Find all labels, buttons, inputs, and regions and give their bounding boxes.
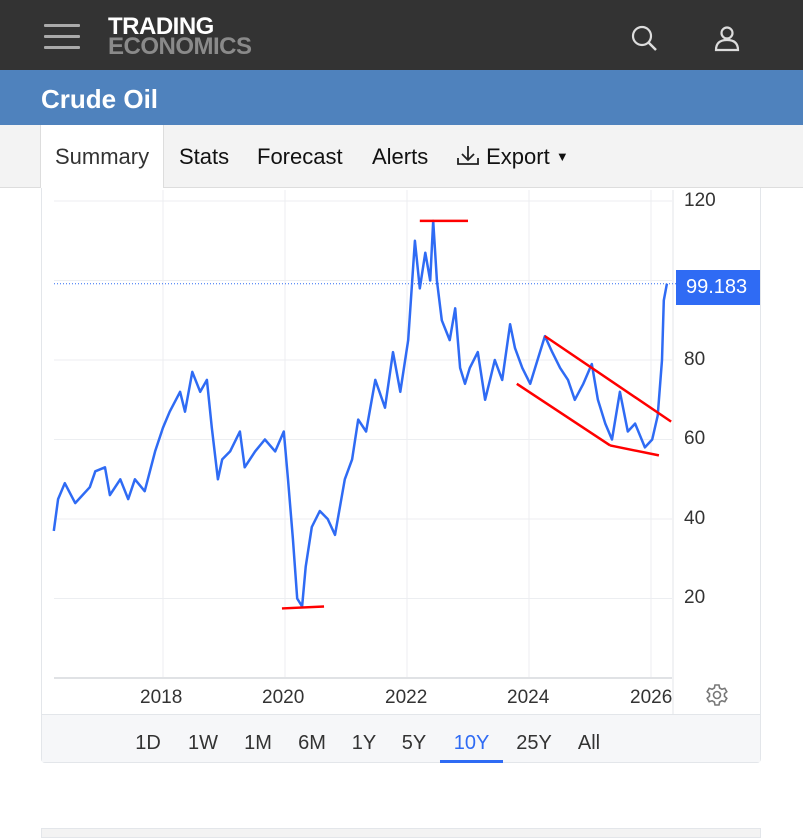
- red-trend-line: [609, 444, 660, 457]
- x-tick-label: 2022: [385, 687, 428, 708]
- range-5y[interactable]: 5Y: [401, 732, 427, 754]
- tab-summary[interactable]: Summary: [40, 125, 165, 188]
- range-all[interactable]: All: [577, 732, 601, 754]
- page-title: Crude Oil: [41, 84, 159, 114]
- tab-forecast[interactable]: Forecast: [257, 144, 343, 169]
- download-icon: [457, 146, 479, 165]
- tab-bar: Summary Stats Forecast Alerts Export ▼: [0, 125, 803, 188]
- chart-card: [41, 188, 761, 763]
- tab-export[interactable]: Export ▼: [442, 125, 583, 188]
- range-6m[interactable]: 6M: [298, 732, 326, 754]
- tab-alerts[interactable]: Alerts: [372, 144, 429, 169]
- red-level-line: [281, 605, 325, 610]
- logo-line1: TRADING: [108, 13, 214, 40]
- x-tick-label: 2018: [140, 687, 183, 708]
- range-10y[interactable]: 10Y: [440, 715, 503, 763]
- y-tick-label: 80: [684, 349, 706, 370]
- title-bar: Crude Oil: [0, 70, 803, 125]
- price-line: [52, 219, 669, 608]
- range-selector: 1D 1W 1M 6M 1Y 5Y 10Y 25Y All: [42, 714, 760, 763]
- logo[interactable]: TRADING ECONOMICS: [108, 13, 252, 60]
- tab-stats[interactable]: Stats: [179, 144, 230, 169]
- y-tick-label: 60: [684, 428, 706, 449]
- logo-line2: ECONOMICS: [108, 33, 252, 60]
- range-1d[interactable]: 1D: [135, 732, 161, 754]
- current-price-label: 99.183: [676, 270, 760, 305]
- y-tick-label: 120: [684, 190, 716, 211]
- hamburger-menu-icon[interactable]: [44, 24, 80, 50]
- top-bar: TRADING ECONOMICS: [0, 0, 803, 70]
- x-tick-label: 2024: [507, 687, 550, 708]
- range-1y[interactable]: 1Y: [351, 732, 377, 754]
- x-tick-label: 2026: [630, 687, 673, 708]
- caret-down-icon: ▼: [555, 149, 569, 164]
- y-tick-label: 40: [684, 508, 706, 529]
- export-label: Export: [486, 144, 550, 169]
- search-icon[interactable]: [630, 24, 660, 54]
- next-section-edge: [41, 828, 761, 838]
- range-1w[interactable]: 1W: [188, 732, 218, 754]
- red-trend-line: [516, 382, 611, 447]
- y-tick-label: 20: [684, 587, 706, 608]
- range-25y[interactable]: 25Y: [516, 732, 552, 754]
- settings-gear-icon[interactable]: [705, 683, 729, 707]
- red-trend-line: [544, 335, 672, 423]
- x-tick-label: 2020: [262, 687, 305, 708]
- user-icon[interactable]: [712, 24, 742, 54]
- range-1m[interactable]: 1M: [244, 732, 272, 754]
